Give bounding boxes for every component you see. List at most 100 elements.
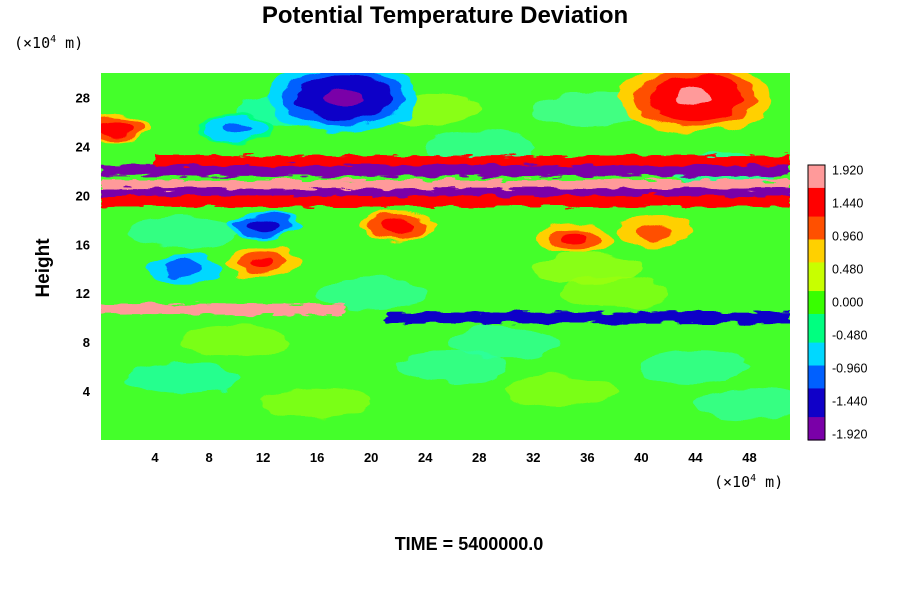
colorbar-tick-label: 1.440 bbox=[832, 197, 863, 211]
colorbar-segment bbox=[808, 285, 825, 292]
colorbar-segment bbox=[808, 354, 825, 361]
colorbar-segment bbox=[808, 365, 825, 372]
colorbar-segment bbox=[808, 268, 825, 275]
y-tick-label: 12 bbox=[76, 286, 90, 301]
colorbar-segment bbox=[808, 434, 825, 441]
colorbar-segment bbox=[808, 319, 825, 327]
feature-warm-cell bbox=[616, 217, 693, 248]
colorbar-tick-label: -1.440 bbox=[832, 395, 867, 409]
field-texture bbox=[424, 130, 535, 163]
colorbar-segment bbox=[808, 359, 825, 367]
feature-cold-spot bbox=[144, 253, 221, 284]
colorbar-tick-label: 0.960 bbox=[832, 230, 863, 244]
field-texture bbox=[127, 362, 238, 395]
colorbar-segment bbox=[808, 296, 825, 304]
field-texture bbox=[397, 350, 508, 383]
colorbar-segment bbox=[808, 273, 825, 281]
y-axis-label: Height bbox=[33, 238, 54, 298]
colorbar-segment bbox=[808, 371, 825, 378]
colorbar-segment bbox=[808, 417, 825, 424]
colorbar-segment bbox=[808, 222, 825, 229]
field-texture bbox=[532, 252, 643, 285]
colorbar-segment bbox=[808, 239, 825, 246]
colorbar-segment bbox=[808, 399, 825, 407]
y-unit-label: (×104 m) bbox=[14, 34, 83, 52]
band-core-layer bbox=[101, 188, 790, 200]
x-tick-label: 44 bbox=[688, 450, 703, 465]
x-tick-label: 20 bbox=[364, 450, 378, 465]
colorbar-segment bbox=[808, 411, 825, 418]
feature-cold-band bbox=[225, 210, 302, 241]
field-texture bbox=[559, 277, 670, 310]
colorbar-segment bbox=[808, 405, 825, 412]
colorbar-segment bbox=[808, 199, 825, 206]
y-tick-label: 4 bbox=[83, 384, 91, 399]
colorbar-segment bbox=[808, 245, 825, 252]
colorbar: 1.920 1.440 0.960 0.480 0.000 -0.480 -0.960 -1.… bbox=[807, 164, 867, 442]
band-upper-layer bbox=[101, 165, 790, 177]
y-tick-label: 16 bbox=[76, 237, 90, 252]
band-core-layer bbox=[101, 180, 790, 192]
band-core-layer bbox=[101, 195, 790, 207]
colorbar-segment bbox=[808, 308, 825, 315]
feature-warm-west-edge bbox=[101, 113, 153, 144]
x-axis-ticks: 4 8 12 16 20 24 28 32 36 40 44 48 bbox=[151, 450, 756, 465]
colorbar-segment bbox=[808, 388, 825, 395]
x-tick-label: 8 bbox=[205, 450, 212, 465]
y-tick-label: 8 bbox=[83, 335, 90, 350]
colorbar-segment bbox=[808, 256, 825, 263]
x-tick-label: 32 bbox=[526, 450, 540, 465]
colorbar-segment bbox=[808, 176, 825, 183]
feature-warm-core-east bbox=[619, 73, 772, 133]
field-texture bbox=[505, 375, 616, 408]
colorbar-segment bbox=[808, 342, 825, 349]
x-tick-label: 28 bbox=[472, 450, 486, 465]
band-tropopause-layer bbox=[384, 312, 790, 324]
colorbar-tick-label: 0.000 bbox=[832, 296, 863, 310]
colorbar-segment bbox=[808, 382, 825, 390]
colorbar-tick-label: -1.920 bbox=[832, 428, 867, 442]
heatmap-field bbox=[101, 73, 790, 440]
x-tick-label: 16 bbox=[310, 450, 324, 465]
colorbar-segment bbox=[808, 422, 825, 430]
field-texture bbox=[532, 93, 643, 126]
x-tick-label: 48 bbox=[742, 450, 756, 465]
colorbar-tick-label: 0.480 bbox=[832, 263, 863, 277]
colorbar-tick-label: -0.960 bbox=[832, 362, 867, 376]
field-texture bbox=[181, 326, 292, 359]
colorbar-segment bbox=[808, 262, 825, 269]
colorbar-segment bbox=[808, 313, 825, 321]
colorbar-segment bbox=[808, 348, 825, 355]
band-upper-layer bbox=[155, 155, 790, 167]
chart-title: Potential Temperature Deviation bbox=[262, 2, 628, 29]
feature-cold-pocket bbox=[198, 113, 275, 144]
colorbar-tick-label: -0.480 bbox=[832, 329, 867, 343]
x-tick-label: 36 bbox=[580, 450, 594, 465]
field-texture bbox=[262, 387, 373, 420]
y-tick-label: 28 bbox=[76, 90, 90, 105]
colorbar-segment bbox=[808, 233, 825, 241]
colorbar-segment bbox=[808, 325, 825, 332]
colorbar-segment bbox=[808, 165, 825, 172]
x-tick-label: 4 bbox=[151, 450, 159, 465]
feature-warm-spot bbox=[225, 247, 302, 278]
feature-cold-core-aloft bbox=[268, 73, 421, 133]
colorbar-frame bbox=[807, 164, 826, 441]
time-label: TIME = 5400000.0 bbox=[395, 534, 544, 554]
y-tick-label: 20 bbox=[76, 188, 90, 203]
colorbar-segment bbox=[808, 182, 825, 189]
colorbar-segment bbox=[808, 170, 825, 178]
feature-warm-cell bbox=[360, 210, 437, 241]
y-axis-ticks: 4 8 12 16 20 24 28 bbox=[76, 90, 91, 399]
field-texture bbox=[694, 387, 790, 420]
colorbar-segment bbox=[808, 205, 825, 212]
colorbar-segment bbox=[808, 279, 825, 286]
x-tick-label: 40 bbox=[634, 450, 648, 465]
colorbar-segment bbox=[808, 291, 825, 298]
field-texture bbox=[127, 216, 238, 249]
y-tick-label: 24 bbox=[76, 139, 91, 154]
colorbar-segment bbox=[808, 394, 825, 401]
colorbar-segment bbox=[808, 428, 825, 435]
colorbar-segment bbox=[808, 336, 825, 344]
feature-warm-cell bbox=[535, 223, 612, 254]
